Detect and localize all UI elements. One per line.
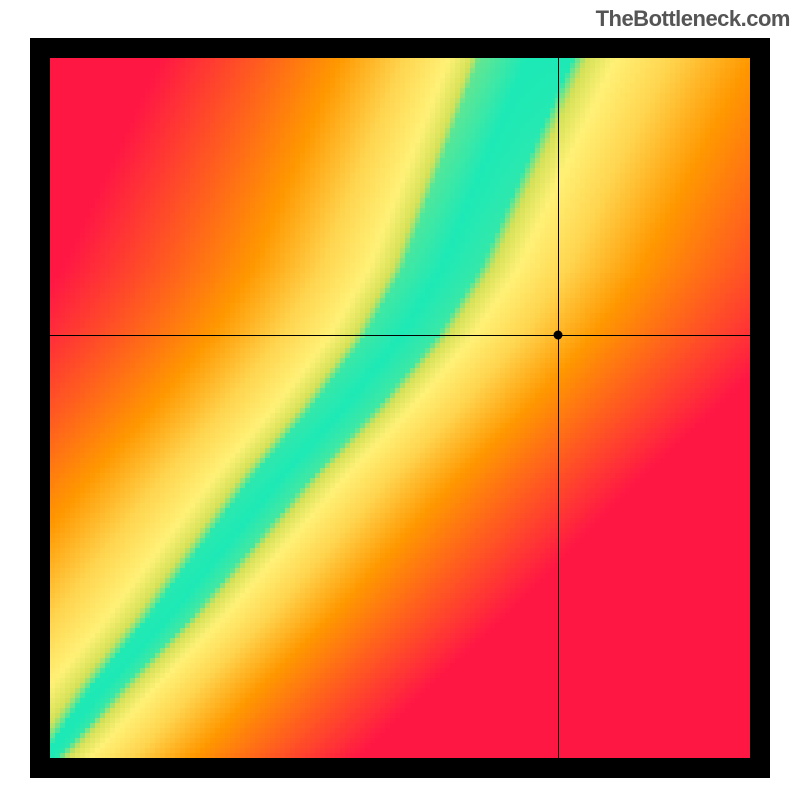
crosshair-horizontal [50,335,750,336]
attribution-label: TheBottleneck.com [596,6,790,32]
bottleneck-heatmap: TheBottleneck.com [0,0,800,800]
plot-area [50,58,750,758]
marker-dot [553,330,562,339]
crosshair-vertical [558,58,559,758]
heatmap-canvas [50,58,750,758]
plot-black-frame [30,38,770,778]
